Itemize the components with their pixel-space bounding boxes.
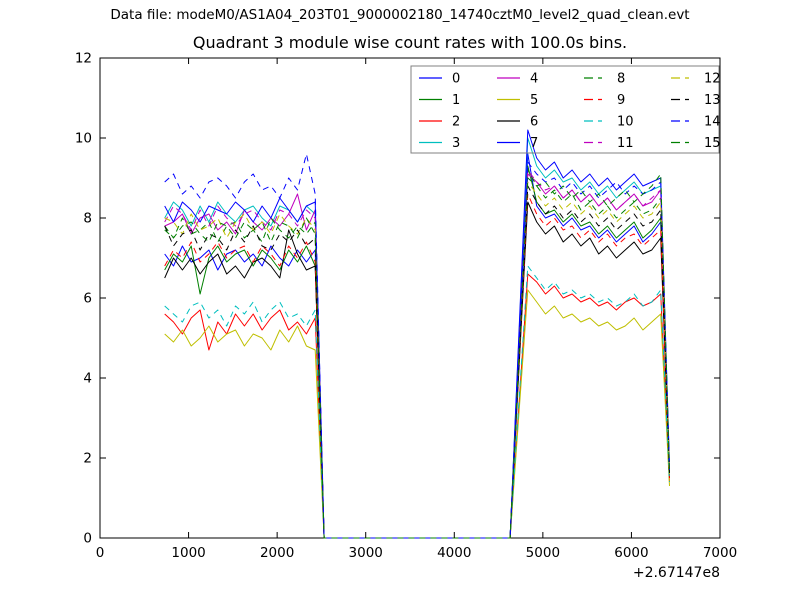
legend-item-label-3: 3 [452,136,460,151]
legend-item-label-6: 6 [530,115,538,130]
series-line-7 [164,129,670,539]
legend-item-label-15: 15 [704,136,721,151]
legend-item-label-1: 1 [452,93,460,108]
x-tick-label: 5000 [526,545,560,561]
x-tick-label: 3000 [349,545,383,561]
x-tick-label: 4000 [437,545,471,561]
y-tick-label: 2 [83,451,92,467]
legend-item-label-4: 4 [530,72,538,87]
series-line-6 [164,201,670,539]
legend-item-label-14: 14 [704,115,721,130]
x-tick-label: 0 [96,545,105,561]
series-line-9 [164,193,670,539]
legend-item-label-10: 10 [617,115,634,130]
y-tick-label: 8 [83,211,92,227]
x-tick-label: 6000 [614,545,648,561]
series-line-2 [164,273,670,539]
legend-item-label-7: 7 [530,136,538,151]
series-line-15 [164,173,670,539]
legend-item-label-9: 9 [617,93,625,108]
series-line-4 [164,173,670,539]
x-axis-offset-label: +2.67147e8 [633,565,720,581]
legend-item-label-13: 13 [704,93,721,108]
x-tick-label: 7000 [703,545,737,561]
legend-item-label-5: 5 [530,93,538,108]
series-line-13 [164,185,670,539]
series-line-0 [164,153,670,539]
legend-box [410,65,720,154]
y-tick-label: 6 [83,291,92,307]
y-tick-label: 10 [75,131,92,147]
y-tick-label: 0 [83,531,92,547]
y-tick-label: 4 [83,371,92,387]
legend-item-label-12: 12 [704,72,721,87]
x-tick-label: 2000 [260,545,294,561]
axes-frame [99,57,721,539]
series-line-10 [164,265,670,539]
legend-item-label-11: 11 [617,136,634,151]
legend-item-label-8: 8 [617,72,625,87]
series-line-12 [164,181,670,539]
y-tick-label: 12 [75,51,92,67]
series-line-5 [164,289,670,539]
data-file-label: Data file: modeM0/AS1A04_203T01_90000021… [110,7,690,23]
legend-item-label-0: 0 [452,72,460,87]
series-line-8 [164,169,670,539]
series-line-14 [164,153,670,539]
x-tick-label: 1000 [171,545,205,561]
series-line-11 [164,169,670,539]
chart-title: Quadrant 3 module wise count rates with … [192,33,628,52]
legend-item-label-2: 2 [452,115,460,130]
